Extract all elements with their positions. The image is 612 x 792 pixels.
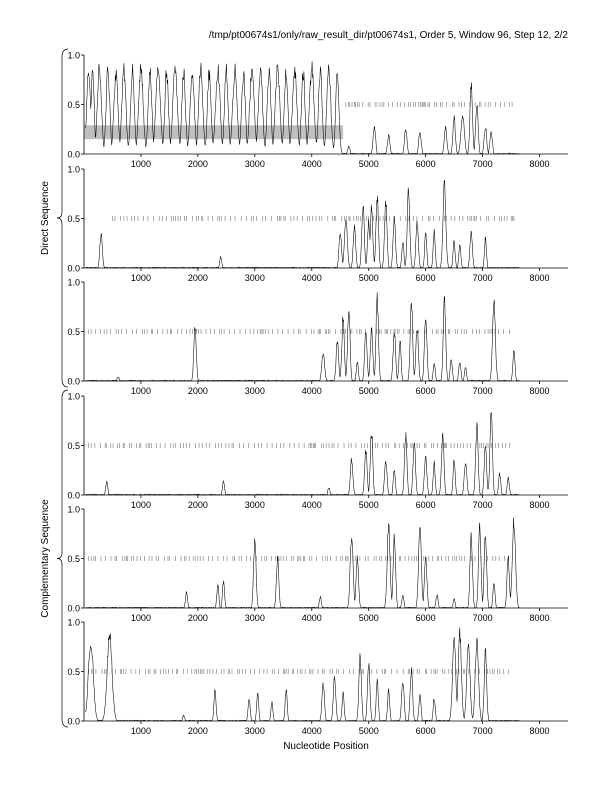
y-tick-label: 0.5 [67,667,80,677]
x-tick-label: 4000 [302,386,322,396]
y-tick-label: 0.5 [67,441,80,451]
signal-trace [85,627,520,722]
x-tick-label: 2000 [188,386,208,396]
x-tick-label: 7000 [473,386,493,396]
x-tick-label: 7000 [473,159,493,169]
x-tick-label: 4000 [302,726,322,736]
x-tick-label: 8000 [530,273,550,283]
y-tick-label: 0.0 [67,717,80,727]
panel-frame-4: 0.0 0.5 1.0 1000 2000 3000 4000 5000 6000 7000 800… [67,392,568,510]
y-tick-label: 0.5 [67,214,80,224]
y-tick-label: 0.5 [67,100,80,110]
signal-trace [85,412,520,496]
y-tick-label: 0.0 [67,377,80,387]
x-tick-label: 8000 [530,726,550,736]
x-tick-label: 3000 [245,613,265,623]
y-tick-label: 1.0 [67,505,80,515]
y-tick-label: 1.0 [67,392,80,402]
x-tick-label: 1000 [131,500,151,510]
signal-trace [85,61,520,155]
x-tick-label: 5000 [359,273,379,283]
marker-band [88,329,510,334]
x-tick-label: 6000 [416,500,436,510]
x-tick-label: 2000 [188,159,208,169]
x-tick-label: 8000 [530,500,550,510]
x-tick-label: 8000 [530,613,550,623]
panel-frame-3: 0.0 0.5 1.0 1000 2000 3000 4000 5000 6000 7000 800… [67,278,568,396]
x-tick-label: 6000 [416,273,436,283]
x-tick-label: 5000 [359,159,379,169]
x-tick-label: 5000 [359,613,379,623]
x-tick-label: 6000 [416,159,436,169]
x-tick-label: 6000 [416,386,436,396]
y-tick-label: 1.0 [67,278,80,288]
x-axis-label: Nucleotide Position [283,741,369,752]
x-tick-label: 4000 [302,613,322,623]
panel-frame-1: 0.0 0.5 1.0 1000 2000 3000 4000 5000 6000 7000 800… [67,51,568,169]
signal-trace [85,517,520,609]
x-tick-label: 4000 [302,273,322,283]
marker-band [112,216,515,221]
x-tick-label: 3000 [245,500,265,510]
x-tick-label: 7000 [473,613,493,623]
y-tick-label: 0.0 [67,150,80,160]
x-tick-label: 3000 [245,159,265,169]
x-tick-label: 2000 [188,726,208,736]
y-tick-label: 0.0 [67,604,80,614]
marker-band [88,556,509,561]
x-tick-label: 2000 [188,500,208,510]
y-tick-label: 0.0 [67,491,80,501]
x-tick-label: 2000 [188,613,208,623]
x-tick-label: 7000 [473,726,493,736]
signal-trace [85,292,520,382]
marker-band [88,443,510,448]
x-tick-label: 2000 [188,273,208,283]
y-tick-label: 1.0 [67,51,80,61]
y-tick-label: 0.5 [67,327,80,337]
y-tick-label: 0.0 [67,264,80,274]
x-tick-label: 7000 [473,273,493,283]
chart-title: /tmp/pt00674s1/only/raw_result_dir/pt006… [209,30,569,41]
x-tick-label: 4000 [302,159,322,169]
panel-frame-2: 0.0 0.5 1.0 1000 2000 3000 4000 5000 6000 7000 800… [67,165,568,283]
y-tick-label: 0.5 [67,554,80,564]
x-tick-label: 1000 [131,273,151,283]
group-brace [56,389,69,728]
panel-frame-5: 0.0 0.5 1.0 1000 2000 3000 4000 5000 6000 7000 800… [67,505,568,623]
marker-band [88,669,509,674]
x-tick-label: 5000 [359,726,379,736]
x-tick-label: 8000 [530,159,550,169]
x-tick-label: 6000 [416,726,436,736]
x-tick-label: 7000 [473,500,493,510]
x-tick-label: 1000 [131,159,151,169]
group-label: Complementary Sequence [40,499,51,618]
group-labels: Direct Sequence Complementary Sequence [40,48,69,728]
group-label: Direct Sequence [40,181,51,255]
x-tick-label: 3000 [245,726,265,736]
x-tick-label: 5000 [359,386,379,396]
marker-band [345,102,513,107]
x-tick-label: 5000 [359,500,379,510]
x-tick-label: 8000 [530,386,550,396]
panel-frame-6: 0.0 0.5 1.0 1000 2000 3000 4000 5000 6000 7000 800… [67,618,568,736]
x-tick-label: 1000 [131,386,151,396]
panels-group: 0.0 0.5 1.0 1000 2000 3000 4000 5000 6000 7000 800… [67,51,568,736]
highlight-region [84,125,344,140]
x-tick-label: 1000 [131,613,151,623]
group-brace [56,48,69,388]
x-tick-label: 3000 [245,273,265,283]
signal-trace [85,179,520,269]
y-tick-label: 1.0 [67,165,80,175]
x-tick-label: 3000 [245,386,265,396]
x-tick-label: 1000 [131,726,151,736]
x-tick-label: 6000 [416,613,436,623]
y-tick-label: 1.0 [67,618,80,628]
x-tick-label: 4000 [302,500,322,510]
